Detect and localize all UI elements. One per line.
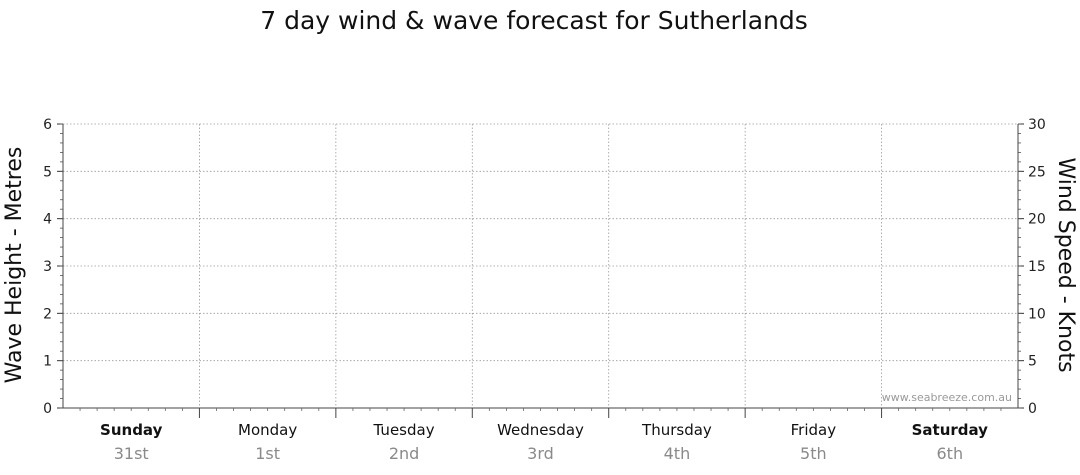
axis-layer: 0 1 2 3 4 5 6 0 5 10 15 20 25 30 (43, 117, 1046, 418)
right-tick-label: 20 (1028, 212, 1046, 228)
day-name-label: Saturday (912, 421, 989, 439)
day-date-label: 1st (255, 444, 280, 463)
left-tick-label: 3 (43, 259, 52, 275)
day-name-label: Sunday (100, 421, 163, 439)
right-tick-label: 30 (1028, 117, 1046, 133)
day-name-label: Monday (238, 421, 297, 439)
day-name-label: Wednesday (497, 421, 584, 439)
day-date-label: 4th (664, 444, 691, 463)
left-tick-label: 6 (43, 117, 52, 133)
right-tick-label: 25 (1028, 164, 1046, 180)
day-labels: Sunday 31st Monday 1st Tuesday 2nd Wednesday 3r… (100, 421, 988, 463)
chart-title: 7 day wind & wave forecast for Sutherlan… (260, 6, 808, 35)
day-date-label: 5th (800, 444, 827, 463)
right-tick-label: 0 (1028, 401, 1037, 417)
left-tick-label: 0 (43, 401, 52, 417)
left-tick-label: 1 (43, 354, 52, 370)
day-date-label: 2nd (389, 444, 419, 463)
day-date-label: 3rd (527, 444, 554, 463)
right-tick-label: 10 (1028, 306, 1046, 322)
day-date-label: 31st (114, 444, 149, 463)
grid-layer (63, 123, 1018, 408)
left-tick-label: 2 (43, 306, 52, 322)
day-name-label: Friday (791, 421, 837, 439)
right-axis-title: Wind Speed - Knots (1053, 157, 1078, 372)
left-tick-label: 5 (43, 164, 52, 180)
watermark: www.seabreeze.com.au (882, 391, 1012, 404)
right-tick-label: 15 (1028, 259, 1046, 275)
day-date-label: 6th (936, 444, 963, 463)
left-tick-label: 4 (43, 212, 52, 228)
right-tick-label: 5 (1028, 354, 1037, 370)
day-name-label: Tuesday (373, 421, 435, 439)
day-name-label: Thursday (641, 421, 712, 439)
left-axis-title: Wave Height - Metres (2, 147, 27, 384)
